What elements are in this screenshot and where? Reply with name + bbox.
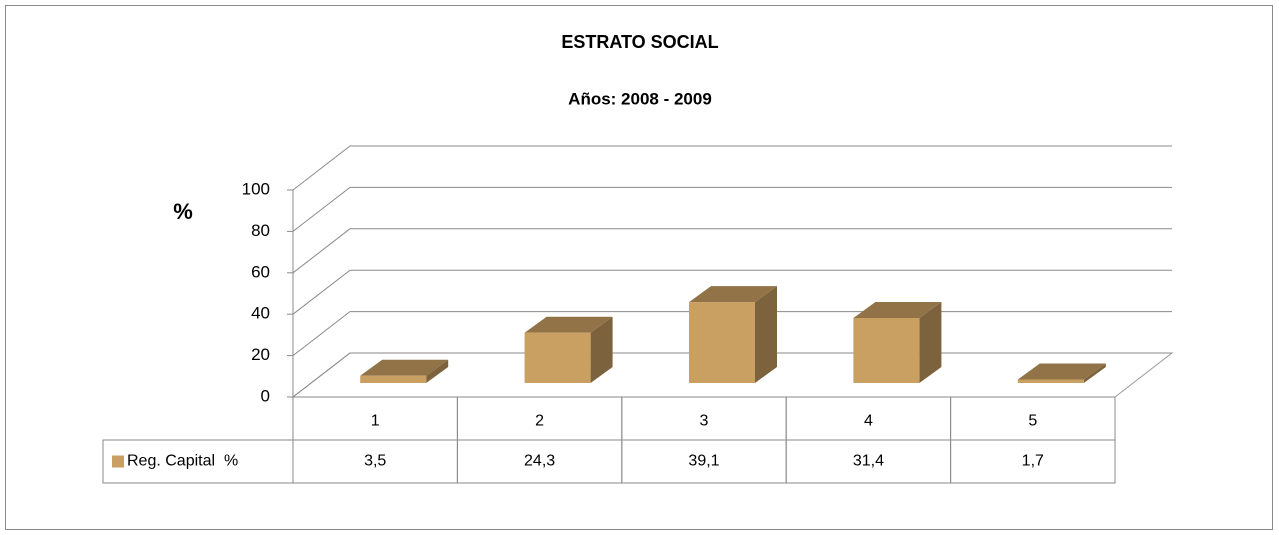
x-tick-label: 4 — [864, 413, 873, 430]
chart-border — [5, 5, 1273, 530]
y-tick-label: 20 — [251, 345, 270, 364]
data-label: 3,5 — [364, 453, 386, 470]
chart-title: ESTRATO SOCIAL — [561, 32, 718, 52]
bar-top — [360, 359, 449, 376]
table-cell — [950, 439, 1116, 484]
y-axis-label: % — [173, 199, 193, 224]
x-tick-label: 2 — [535, 413, 544, 430]
y-tick-label: 80 — [251, 221, 270, 240]
bar-top — [689, 286, 777, 303]
y-tick-label: 60 — [251, 262, 270, 281]
x-tick-label: 5 — [1028, 413, 1037, 430]
bar-side — [590, 316, 613, 383]
data-label: 39,1 — [688, 453, 719, 470]
bar-top — [524, 316, 613, 333]
data-label: 1,7 — [1022, 453, 1044, 470]
bar-side — [755, 286, 777, 383]
chart-subtitle: Años: 2008 - 2009 — [568, 89, 712, 108]
bar-side — [1083, 363, 1106, 383]
data-label: 24,3 — [524, 453, 555, 470]
legend-label: Reg. Capital % — [127, 453, 238, 470]
bar — [689, 302, 755, 383]
bar-top — [1017, 363, 1106, 380]
grid-line — [292, 269, 1172, 315]
bar — [853, 318, 920, 383]
x-tick-label: 3 — [700, 413, 709, 430]
y-tick-label: 100 — [242, 179, 270, 198]
bar-side — [426, 359, 449, 383]
bar — [1017, 379, 1084, 383]
grid-line — [292, 186, 1172, 232]
y-tick-label: 40 — [251, 304, 270, 323]
bar — [360, 375, 427, 383]
legend-swatch — [112, 455, 124, 468]
y-tick-label: 0 — [261, 386, 270, 405]
bar-side — [919, 302, 942, 383]
bar — [524, 332, 591, 383]
data-label: 31,4 — [853, 453, 884, 470]
grid-line — [292, 228, 1172, 274]
grid-line — [292, 145, 1172, 191]
bar-top — [853, 302, 942, 319]
x-tick-label: 1 — [371, 413, 380, 430]
